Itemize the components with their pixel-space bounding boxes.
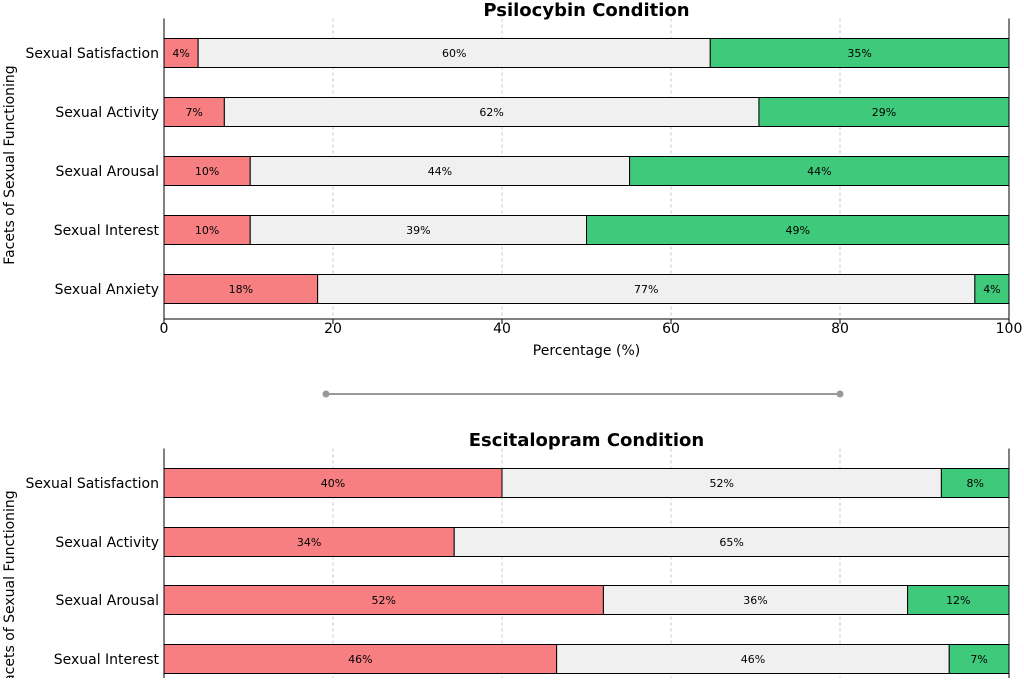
data-label: 35% <box>847 47 871 60</box>
chart-title: Psilocybin Condition <box>483 0 689 21</box>
category-label: Sexual Anxiety <box>55 282 159 298</box>
data-label: 46% <box>348 653 372 666</box>
data-label: 34% <box>297 536 321 549</box>
x-tick-label: 20 <box>324 321 342 337</box>
bar-no_change <box>317 274 976 304</box>
bar-decrease <box>163 156 251 186</box>
bar-decrease <box>163 274 319 304</box>
bar-increase <box>907 585 1010 615</box>
category-label: Sexual Activity <box>55 105 159 121</box>
bar-no_change <box>453 527 1010 557</box>
y-axis-label: Facets of Sexual Functioning <box>2 490 18 678</box>
data-label: 44% <box>428 165 452 178</box>
bar-no_change <box>197 38 711 68</box>
bar-no_change <box>602 585 909 615</box>
data-label: 18% <box>229 283 253 296</box>
data-label: 46% <box>741 653 765 666</box>
data-label: 49% <box>786 224 810 237</box>
category-label: Sexual Interest <box>54 223 160 239</box>
bar-no_change <box>223 97 760 127</box>
category-label: Sexual Activity <box>55 535 159 551</box>
category-label: Sexual Arousal <box>55 164 159 180</box>
data-label: 77% <box>634 283 658 296</box>
category-label: Sexual Satisfaction <box>26 476 160 492</box>
bar-increase <box>629 156 1010 186</box>
x-axis-label: Percentage (%) <box>533 343 640 359</box>
category-label: Sexual Satisfaction <box>26 46 160 62</box>
bar-increase <box>948 644 1010 674</box>
x-tick-label: 100 <box>996 321 1023 337</box>
divider-dot <box>836 390 844 398</box>
x-tick-label: 40 <box>493 321 511 337</box>
bar-decrease <box>163 38 199 68</box>
divider-dot <box>322 390 330 398</box>
data-label: 52% <box>371 594 395 607</box>
bar-increase <box>586 215 1010 245</box>
y-axis-label: Facets of Sexual Functioning <box>2 65 18 264</box>
data-label: 10% <box>195 165 219 178</box>
data-label: 62% <box>479 106 503 119</box>
data-label: 39% <box>406 224 430 237</box>
bar-increase <box>974 274 1010 304</box>
data-label: 10% <box>195 224 219 237</box>
bar-no_change <box>556 644 950 674</box>
chart-title: Escitalopram Condition <box>469 430 704 451</box>
data-label: 40% <box>321 477 345 490</box>
data-label: 8% <box>966 477 983 490</box>
data-label: 4% <box>983 283 1000 296</box>
data-label: 65% <box>719 536 743 549</box>
data-label: 7% <box>185 106 202 119</box>
data-label: 60% <box>442 47 466 60</box>
data-label: 7% <box>970 653 987 666</box>
data-label: 44% <box>807 165 831 178</box>
bar-decrease <box>163 97 225 127</box>
bar-increase <box>758 97 1010 127</box>
data-label: 29% <box>872 106 896 119</box>
data-label: 4% <box>172 47 189 60</box>
category-label: Sexual Interest <box>54 652 160 668</box>
data-label: 12% <box>946 594 970 607</box>
data-label: 52% <box>709 477 733 490</box>
x-tick-label: 60 <box>662 321 680 337</box>
x-tick-label: 0 <box>160 321 169 337</box>
category-label: Sexual Arousal <box>55 593 159 609</box>
bar-decrease <box>163 215 251 245</box>
x-tick-label: 80 <box>831 321 849 337</box>
data-label: 36% <box>743 594 767 607</box>
